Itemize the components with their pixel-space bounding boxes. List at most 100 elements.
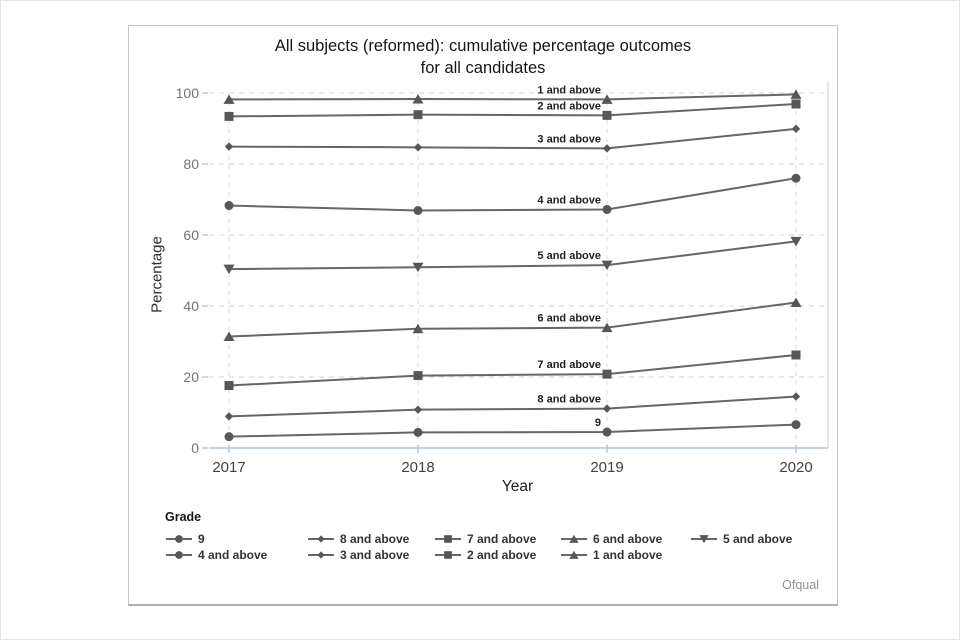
- series-9: 9: [224, 417, 801, 442]
- circle-legend-icon: [166, 535, 192, 543]
- data-point-triangle-up: [223, 331, 235, 342]
- data-point-triangle-down: [601, 260, 613, 271]
- series-line-3-and-above: [228, 127, 797, 150]
- x-tick-label: 2017: [212, 459, 245, 476]
- data-point-triangle-up: [790, 297, 802, 307]
- series-1-and-above: 1 and above: [223, 84, 802, 104]
- series-8-and-above: 8 and above: [224, 392, 801, 421]
- series-line-5-and-above: [228, 240, 797, 271]
- data-point-square: [413, 110, 423, 120]
- series-line-4-and-above: [228, 177, 797, 212]
- series-6-and-above: 6 and above: [223, 297, 802, 342]
- y-tick-label: 20: [183, 369, 199, 385]
- data-point-diamond: [413, 405, 423, 414]
- legend-item-label: 9: [198, 532, 205, 546]
- data-point-triangle-up: [412, 323, 424, 334]
- y-tick-label: 100: [176, 85, 200, 101]
- legend-title: Grade: [165, 510, 202, 524]
- series-line-9: [228, 423, 797, 438]
- series-inline-label-4-and-above: 4 and above: [537, 194, 601, 206]
- data-point-diamond: [602, 144, 612, 153]
- data-point-diamond: [602, 404, 612, 413]
- data-point-square: [224, 111, 234, 121]
- legend-item-6-and-above: 6 and above: [560, 532, 690, 546]
- triangle-up-legend-icon: [561, 534, 587, 543]
- chart-panel: All subjects (reformed): cumulative perc…: [128, 25, 838, 606]
- data-point-circle: [413, 206, 423, 216]
- series-line-7-and-above: [228, 353, 797, 387]
- series-7-and-above: 7 and above: [224, 350, 801, 391]
- legend-item-label: 4 and above: [198, 548, 268, 562]
- circle-legend-icon: [166, 551, 192, 559]
- legend-item-label: 6 and above: [593, 532, 663, 546]
- y-tick-label: 40: [183, 298, 199, 314]
- data-point-circle: [175, 535, 183, 543]
- series-inline-label-1-and-above: 1 and above: [537, 84, 601, 96]
- series-5-and-above: 5 and above: [223, 236, 802, 275]
- x-axis-title: Year: [501, 478, 534, 495]
- data-point-square: [791, 99, 801, 109]
- series-inline-label-9: 9: [595, 417, 601, 429]
- data-point-triangle-down: [790, 236, 802, 247]
- line-chart: 0 20 40 60 80 100 2017 2018 2019 2020 9 8 and above…: [176, 81, 829, 476]
- triangle-down-legend-icon: [691, 535, 717, 544]
- legend-item-label: 1 and above: [593, 548, 663, 562]
- legend-item-5-and-above: 5 and above: [690, 532, 815, 546]
- data-point-triangle-down: [412, 262, 424, 273]
- data-point-diamond: [224, 142, 234, 151]
- legend-item-7-and-above: 7 and above: [434, 532, 560, 546]
- series-inline-label-5-and-above: 5 and above: [537, 250, 601, 262]
- legend-item-8-and-above: 8 and above: [307, 532, 434, 546]
- legend-item-2-and-above: 2 and above: [434, 548, 560, 562]
- x-tick-label: 2019: [590, 459, 623, 476]
- data-point-square: [791, 350, 801, 360]
- data-point-triangle-up: [601, 94, 613, 104]
- series-inline-label-6-and-above: 6 and above: [537, 313, 601, 325]
- data-point-triangle-up: [223, 94, 235, 104]
- chart-title-line1: All subjects (reformed): cumulative perc…: [274, 37, 692, 55]
- y-tick-label: 80: [183, 156, 199, 172]
- x-tick-label: 2018: [401, 459, 434, 476]
- data-point-circle: [224, 432, 234, 442]
- square-legend-icon: [435, 535, 461, 543]
- series-line-6-and-above: [228, 301, 797, 338]
- y-tick-label: 60: [183, 227, 199, 243]
- x-tick-label: 2020: [779, 459, 812, 476]
- data-point-circle: [602, 427, 612, 437]
- chart-legend: Grade 9 8 and above 7 and above 6 and above…: [165, 510, 815, 563]
- diamond-legend-icon: [308, 535, 334, 543]
- chart-title-line2: for all candidates: [420, 59, 546, 77]
- data-point-diamond: [791, 392, 801, 401]
- data-point-diamond: [413, 143, 423, 152]
- data-point-triangle-up: [412, 94, 424, 104]
- data-point-triangle-up: [569, 550, 579, 559]
- legend-item-label: 7 and above: [467, 532, 537, 546]
- legend-item-label: 8 and above: [340, 532, 410, 546]
- data-point-diamond: [317, 535, 325, 543]
- chart-title: All subjects (reformed): cumulative perc…: [129, 35, 837, 79]
- data-point-triangle-up: [790, 89, 802, 99]
- data-point-circle: [791, 420, 801, 430]
- series-inline-label-2-and-above: 2 and above: [537, 100, 601, 112]
- data-point-diamond: [317, 551, 325, 559]
- data-point-circle: [791, 173, 801, 183]
- data-point-circle: [602, 204, 612, 214]
- series-inline-label-7-and-above: 7 and above: [537, 359, 601, 371]
- data-point-square: [413, 371, 423, 381]
- data-point-triangle-up: [569, 534, 579, 543]
- source-label: Ofqual: [782, 578, 819, 592]
- data-point-triangle-down: [699, 535, 709, 544]
- triangle-up-legend-icon: [561, 550, 587, 559]
- series-line-2-and-above: [228, 103, 797, 118]
- series-line-8-and-above: [228, 395, 797, 418]
- data-point-square: [602, 110, 612, 120]
- y-tick-label: 0: [191, 440, 199, 456]
- data-point-circle: [413, 427, 423, 437]
- legend-item-3-and-above: 3 and above: [307, 548, 434, 562]
- data-point-triangle-down: [223, 264, 235, 275]
- data-point-circle: [224, 201, 234, 211]
- data-point-square: [224, 381, 234, 391]
- data-point-square: [444, 551, 452, 559]
- data-point-diamond: [791, 124, 801, 134]
